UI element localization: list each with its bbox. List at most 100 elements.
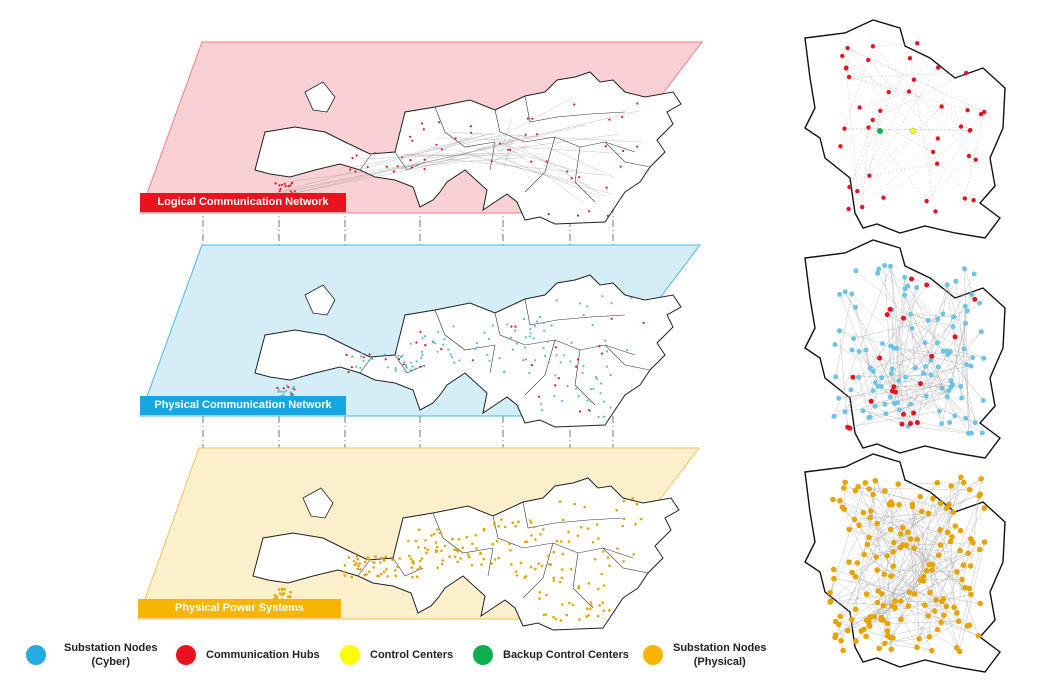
map-node xyxy=(433,342,436,345)
map-node xyxy=(944,529,951,535)
map-node xyxy=(937,527,943,533)
link-line xyxy=(890,266,911,424)
link-line xyxy=(511,151,582,173)
map-node xyxy=(863,347,869,353)
country-border xyxy=(434,309,496,351)
map-node xyxy=(837,497,843,504)
link-line xyxy=(910,314,916,368)
map-node xyxy=(856,374,861,380)
map-node xyxy=(605,186,608,189)
map-node xyxy=(947,538,954,545)
map-node xyxy=(578,176,581,179)
legend-swatch-control xyxy=(340,645,360,665)
map-node xyxy=(856,349,862,354)
map-node xyxy=(585,607,589,610)
map-node xyxy=(422,128,425,131)
map-node xyxy=(968,363,974,369)
map-node xyxy=(533,359,536,362)
map-node xyxy=(943,603,950,610)
map-node xyxy=(873,554,879,560)
map-node xyxy=(277,588,281,591)
map-node xyxy=(964,362,970,367)
link-line xyxy=(853,338,872,402)
map-node xyxy=(846,74,852,80)
map-node xyxy=(841,506,848,512)
map-node xyxy=(602,609,606,612)
legend-item-physical-substation: Substation Nodes (Physical) xyxy=(643,641,767,669)
map-node xyxy=(977,300,983,306)
map-node xyxy=(827,589,833,596)
link-line xyxy=(865,508,947,637)
map-node xyxy=(908,421,913,426)
map-node xyxy=(550,324,553,327)
map-node xyxy=(954,644,960,651)
map-node xyxy=(887,306,893,312)
link-line xyxy=(275,132,494,194)
map-node xyxy=(882,488,888,494)
map-node xyxy=(963,415,969,421)
link-line xyxy=(890,493,981,530)
link-line xyxy=(829,513,929,603)
map-node xyxy=(890,635,896,641)
link-line xyxy=(839,330,883,344)
map-node xyxy=(350,366,353,369)
map-node xyxy=(870,491,876,498)
map-node xyxy=(968,536,974,542)
map-node xyxy=(943,505,950,511)
map-node xyxy=(359,568,362,571)
map-node xyxy=(830,496,836,503)
map-node xyxy=(882,262,888,268)
map-node xyxy=(976,493,982,499)
map-node xyxy=(866,486,872,492)
map-node xyxy=(576,214,580,217)
layer-plane-group-2 xyxy=(137,447,701,631)
map-node xyxy=(888,371,894,377)
link-line xyxy=(881,287,917,378)
link-line xyxy=(871,401,895,404)
map-node xyxy=(889,366,895,372)
link-line xyxy=(829,592,880,649)
link-line xyxy=(847,410,940,428)
map-node xyxy=(957,547,963,554)
link-line xyxy=(354,135,501,168)
map-node xyxy=(350,575,354,579)
map-node xyxy=(453,361,456,364)
link-line xyxy=(845,68,858,192)
link-line xyxy=(849,72,967,78)
map-node xyxy=(845,424,851,430)
map-node xyxy=(831,575,837,582)
link-line xyxy=(472,156,590,186)
map-node xyxy=(558,580,562,584)
map-node xyxy=(863,591,870,597)
map-node xyxy=(573,502,576,506)
map-node xyxy=(598,604,601,607)
legend-label-hubs: Communication Hubs xyxy=(206,649,320,661)
link-line xyxy=(855,478,982,642)
link-line xyxy=(952,326,976,423)
map-node xyxy=(360,352,363,355)
map-node xyxy=(568,601,571,605)
link-line xyxy=(887,314,913,329)
map-node xyxy=(557,377,560,380)
map-node xyxy=(423,546,427,550)
map-node xyxy=(881,195,886,200)
map-node xyxy=(595,378,598,381)
map-node xyxy=(838,638,844,644)
link-line xyxy=(492,97,574,142)
map-node xyxy=(571,603,575,607)
map-node xyxy=(415,575,419,578)
map-node xyxy=(898,616,904,623)
map-node xyxy=(420,122,424,125)
map-node xyxy=(639,517,643,521)
map-node xyxy=(980,397,986,403)
map-node xyxy=(470,131,473,134)
map-node xyxy=(882,401,888,407)
link-line xyxy=(865,482,955,608)
map-node xyxy=(573,103,576,106)
map-node xyxy=(544,354,547,358)
legend-item-control-centers: Control Centers xyxy=(340,645,453,665)
map-node xyxy=(895,481,901,487)
map-node xyxy=(410,166,413,169)
map-node xyxy=(595,376,598,379)
map-node xyxy=(385,568,388,571)
